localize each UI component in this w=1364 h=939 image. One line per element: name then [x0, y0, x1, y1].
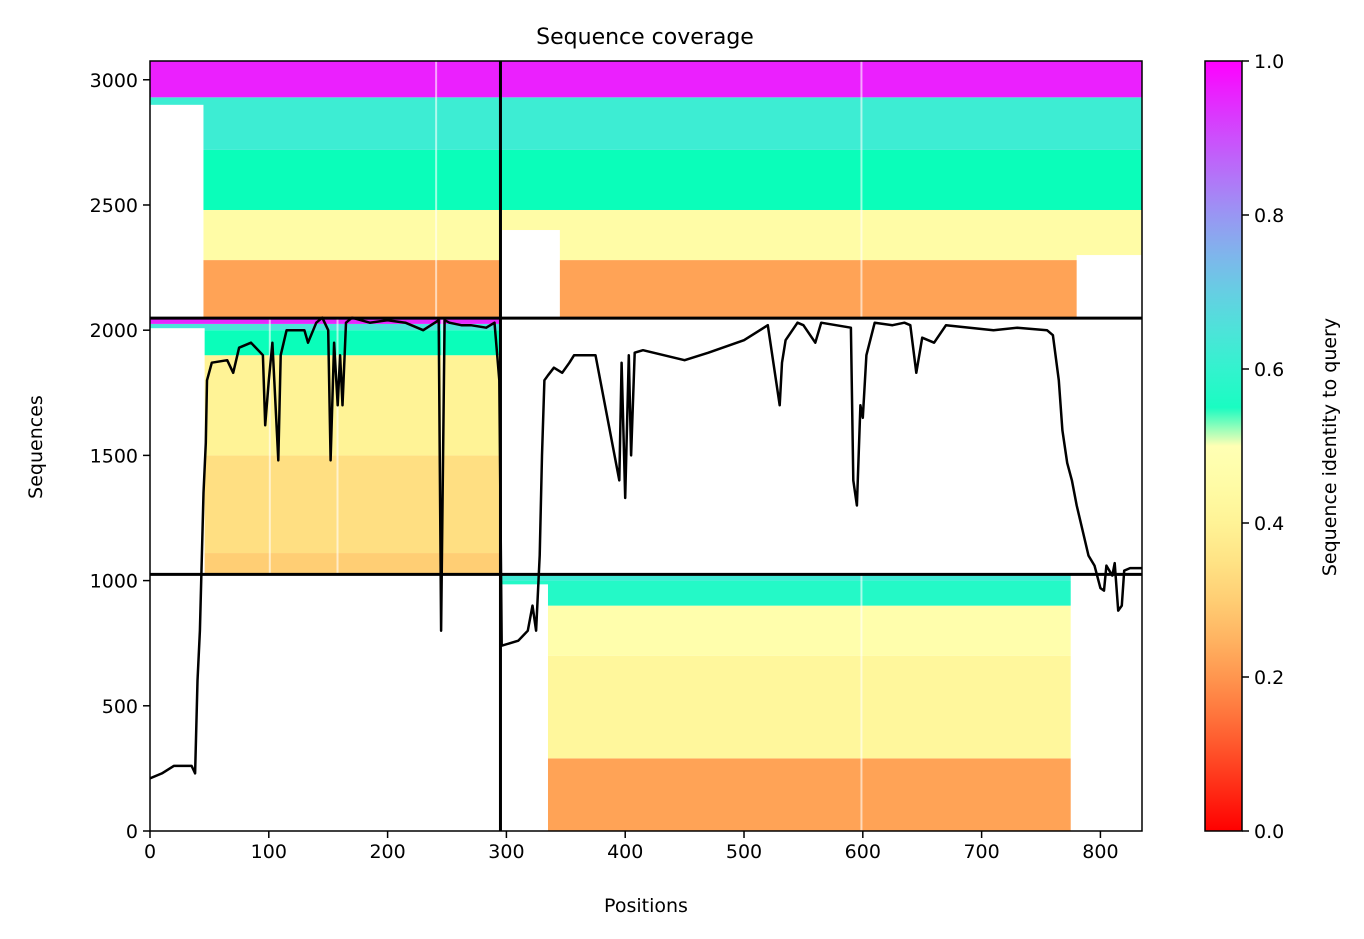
identity-band: [150, 323, 501, 331]
y-tick-label: 1000: [90, 571, 138, 593]
y-axis: 0 500 1000 1500 2000 2500 3000: [90, 70, 150, 843]
y-tick-label: 2000: [90, 320, 138, 342]
identity-band: [150, 149, 1142, 210]
paired-gap: [150, 104, 204, 319]
gap-stripe: [860, 574, 863, 831]
colorbar-tick-label: 0.0: [1254, 821, 1284, 843]
colorbar-tick-label: 0.6: [1254, 359, 1284, 381]
chart-title: Sequence coverage: [536, 25, 754, 50]
y-tick-label: 2500: [90, 195, 138, 217]
colorbar-tick-label: 0.8: [1254, 205, 1284, 227]
msa-blocks: [150, 61, 1142, 831]
x-tick-label: 700: [963, 841, 999, 863]
x-tick-label: 200: [369, 841, 405, 863]
identity-band: [150, 553, 501, 575]
colorbar-ticks: 0.0 0.2 0.4 0.6 0.8 1.0: [1242, 51, 1284, 843]
gap-stripe: [336, 318, 339, 575]
unaligned-region-end: [1070, 574, 1142, 831]
x-axis: 0 100 200 300 400 500 600 700 800: [144, 831, 1119, 863]
plot-frame: [149, 60, 1143, 832]
chain-2-block: [500, 574, 1142, 831]
y-tick-label: 1500: [90, 445, 138, 467]
x-tick-label: 400: [607, 841, 643, 863]
gap-stripe: [435, 61, 438, 319]
unaligned-region-start: [150, 328, 205, 575]
unaligned-region-start: [500, 584, 548, 831]
x-tick-label: 600: [845, 841, 881, 863]
identity-band: [150, 260, 1142, 319]
x-axis-label: Positions: [604, 895, 688, 917]
colorbar-tick-label: 0.4: [1254, 513, 1284, 535]
colorbar: 0.0 0.2 0.4 0.6 0.8 1.0: [1204, 51, 1284, 843]
identity-band: [150, 97, 1142, 150]
identity-band: [150, 209, 1142, 261]
x-tick-label: 800: [1082, 841, 1118, 863]
x-tick-label: 300: [488, 841, 524, 863]
identity-band: [500, 758, 1142, 831]
y-axis-label: Sequences: [25, 395, 47, 499]
gap-stripe: [268, 318, 271, 575]
y-tick-label: 500: [102, 696, 138, 718]
paired-block: [150, 61, 1142, 319]
coverage-line-layer: [150, 316, 1142, 780]
gap-stripe: [860, 61, 863, 319]
y-tick-label: 3000: [90, 70, 138, 92]
x-tick-label: 0: [144, 841, 156, 863]
x-tick-label: 500: [726, 841, 762, 863]
paired-gap: [1076, 255, 1142, 319]
plot-area: [150, 61, 1142, 831]
coverage-line: [150, 316, 1142, 780]
identity-band: [500, 605, 1142, 656]
colorbar-tick-label: 0.2: [1254, 667, 1284, 689]
colorbar-tick-label: 1.0: [1254, 51, 1284, 73]
x-tick-label: 100: [251, 841, 287, 863]
identity-band: [500, 574, 1142, 581]
identity-band: [500, 655, 1142, 759]
identity-band: [150, 61, 1142, 98]
identity-band: [500, 580, 1142, 606]
colorbar-gradient: [1204, 60, 1243, 832]
y-tick-label: 0: [126, 821, 138, 843]
paired-gap: [500, 230, 560, 319]
colorbar-label: Sequence identity to query: [1319, 318, 1341, 576]
